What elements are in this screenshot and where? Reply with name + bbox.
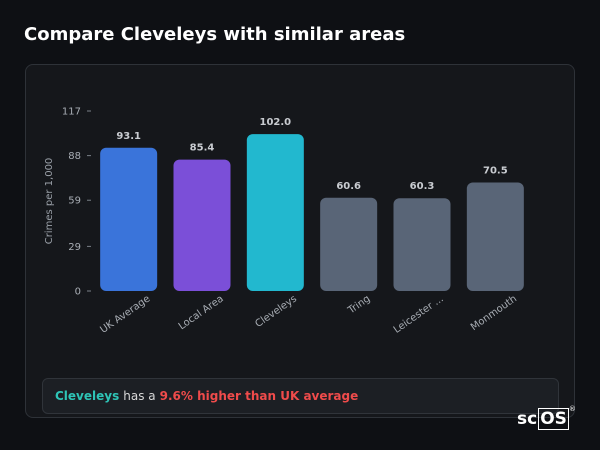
y-tick-label: 117	[62, 107, 81, 118]
x-tick-label: Cleveleys	[253, 293, 299, 330]
y-tick-label: 59	[68, 196, 81, 207]
bar	[173, 159, 231, 291]
chart: Crimes per 1,000 0 29 59 88 117 93.1 UK Average…	[44, 107, 524, 336]
value-label: 85.4	[190, 143, 215, 154]
y-tick-label: 88	[68, 151, 81, 162]
y-tick-label: 29	[68, 242, 81, 253]
bar	[246, 134, 304, 291]
summary: Cleveleys has a 9.6% higher than UK averag…	[42, 378, 559, 414]
chart-card: Crimes per 1,000 0 29 59 88 117 93.1 UK Average…	[25, 64, 575, 418]
x-tick-label: UK Average	[98, 293, 152, 335]
logo-prefix: sc	[517, 409, 538, 429]
summary-text: has a	[123, 389, 156, 403]
x-tick-label: Leicester ...	[392, 293, 446, 335]
value-label: 93.1	[116, 131, 141, 142]
bar	[100, 147, 158, 291]
bar	[320, 197, 378, 291]
value-label: 60.3	[410, 181, 435, 192]
logo: sc OS ®	[517, 405, 576, 430]
bar	[393, 198, 451, 291]
x-tick-label: Monmouth	[469, 293, 519, 333]
logo-mark: ®	[568, 405, 576, 413]
summary-highlight: 9.6% higher than UK average	[159, 389, 359, 403]
x-tick-label: Tring	[345, 293, 372, 316]
value-label: 70.5	[483, 166, 508, 177]
value-label: 102.0	[260, 117, 292, 128]
x-tick-label: Local Area	[177, 293, 226, 332]
bar	[466, 182, 524, 291]
summary-area: Cleveleys	[55, 389, 120, 403]
value-label: 60.6	[336, 181, 361, 192]
y-tick-label: 0	[75, 287, 81, 298]
page-title: Compare Cleveleys with similar areas	[24, 24, 406, 45]
logo-boxed: OS	[538, 408, 569, 430]
y-axis-label: Crimes per 1,000	[44, 158, 55, 245]
